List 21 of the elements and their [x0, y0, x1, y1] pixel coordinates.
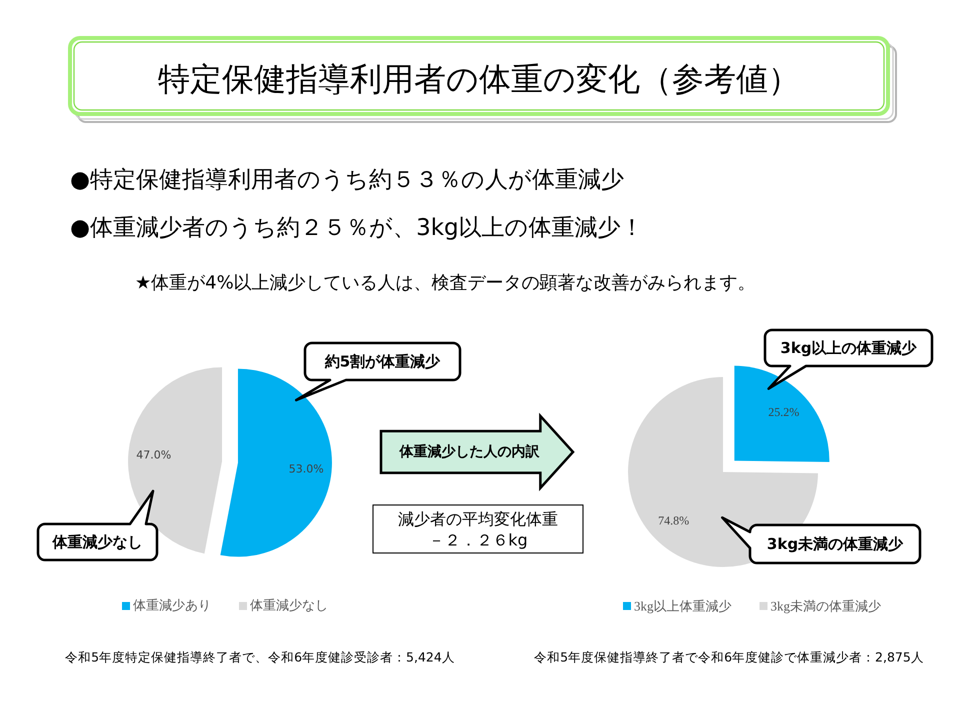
text: 3kg以上の体重減少 [780, 339, 917, 357]
text: 約5割が体重減少 [324, 352, 440, 370]
data-label: 47.0% [136, 448, 172, 462]
text: ●体重減少者のうち約２５％が、3kg以上の体重減少！ [70, 215, 644, 241]
legend-label: 体重減少あり [133, 598, 211, 614]
text: －２．２６kg [428, 530, 528, 550]
data-label: 74.8% [658, 514, 690, 528]
text: ★体重が4%以上減少している人は、検査データの顕著な改善がみられます。 [135, 272, 756, 294]
text: 令和5年度特定保健指導終了者で、令和6年度健診受診者：5,424人 [65, 650, 455, 664]
text: 減少者の平均変化体重 [398, 510, 558, 528]
text: 体重減少なし [52, 533, 142, 551]
text: ●特定保健指導利用者のうち約５３％の人が体重減少 [70, 167, 624, 193]
legend-label: 3kg以上体重減少 [634, 598, 732, 614]
text: 令和5年度保健指導終了者で令和6年度健診で体重減少者：2,875人 [534, 650, 924, 664]
text: 特定保健指導利用者の体重の変化（参考値） [158, 60, 800, 98]
text: 体重減少した人の内訳 [398, 444, 540, 460]
legend-label: 3kg未満の体重減少 [770, 598, 881, 614]
data-label: 25.2% [768, 405, 800, 420]
legend-label: 体重減少なし [250, 598, 328, 614]
text: 3kg未満の体重減少 [766, 535, 904, 553]
data-label: 53.0% [288, 462, 324, 476]
